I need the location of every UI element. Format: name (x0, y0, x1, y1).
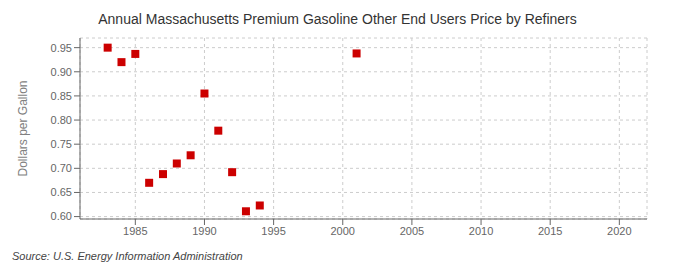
svg-text:1985: 1985 (123, 225, 147, 237)
svg-text:0.60: 0.60 (51, 210, 72, 222)
svg-text:2015: 2015 (538, 225, 562, 237)
svg-text:0.90: 0.90 (51, 66, 72, 78)
svg-text:1990: 1990 (192, 225, 216, 237)
svg-text:0.65: 0.65 (51, 186, 72, 198)
svg-text:0.95: 0.95 (51, 42, 72, 54)
svg-text:1995: 1995 (261, 225, 285, 237)
svg-text:0.70: 0.70 (51, 162, 72, 174)
svg-text:0.80: 0.80 (51, 114, 72, 126)
svg-text:2005: 2005 (400, 225, 424, 237)
svg-text:2020: 2020 (607, 225, 631, 237)
svg-text:2000: 2000 (331, 225, 355, 237)
svg-text:0.85: 0.85 (51, 90, 72, 102)
svg-text:2010: 2010 (469, 225, 493, 237)
svg-text:Dollars per Gallon: Dollars per Gallon (16, 80, 30, 176)
svg-text:0.75: 0.75 (51, 138, 72, 150)
html-text:Annual Massachusetts Premium G: Annual Massachusetts Premium Gasoline Ot… (98, 11, 577, 27)
html-text:Source: U.S. Energy Informatio: Source: U.S. Energy Information Administ… (12, 250, 243, 262)
